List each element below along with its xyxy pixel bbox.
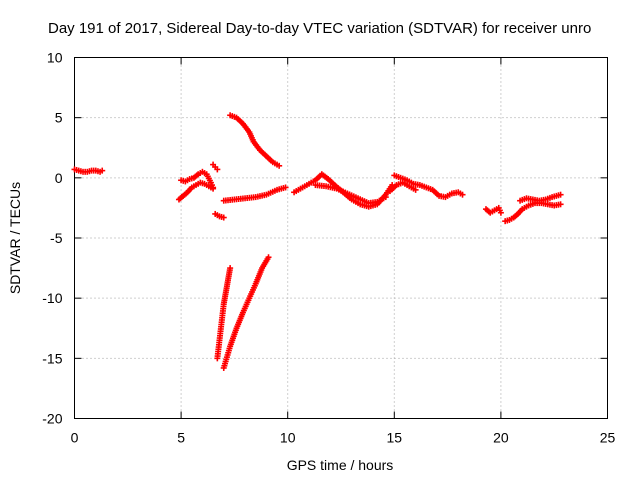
y-tick-label: -15 [42, 350, 62, 366]
data-point [497, 209, 504, 216]
x-tick-label: 15 [387, 430, 403, 446]
x-tick-label: 5 [177, 430, 185, 446]
x-tick-label: 25 [600, 430, 616, 446]
y-tick-label: 0 [55, 170, 63, 186]
data-point [557, 201, 564, 208]
data-point [557, 191, 564, 198]
y-tick-label: 10 [47, 50, 63, 66]
data-point [227, 265, 234, 272]
data-point [220, 214, 227, 221]
data-point [276, 162, 283, 169]
y-tick-label: -20 [42, 411, 62, 427]
data-point [412, 186, 419, 193]
data-points [71, 112, 564, 371]
axis-ticks: 0 5 10 15 20 25 -20 -15 -10 -5 0 5 10 [42, 50, 615, 446]
data-point [210, 185, 217, 192]
data-point [265, 254, 272, 261]
x-tick-label: 0 [71, 430, 79, 446]
grid-lines [74, 57, 608, 419]
y-tick-label: -10 [42, 290, 62, 306]
x-axis-label: GPS time / hours [287, 457, 394, 473]
y-tick-label: 5 [55, 110, 63, 126]
y-tick-label: -5 [50, 230, 63, 246]
chart-title: Day 191 of 2017, Sidereal Day-to-day VTE… [48, 20, 591, 37]
data-point [459, 191, 466, 198]
plot-area-border [74, 57, 608, 419]
data-point [214, 166, 221, 173]
x-tick-label: 20 [493, 430, 509, 446]
data-point [99, 167, 106, 174]
data-point [282, 184, 289, 191]
x-tick-label: 10 [280, 430, 296, 446]
data-point [382, 194, 389, 201]
y-axis-label: SDTVAR / TECUs [7, 182, 23, 294]
